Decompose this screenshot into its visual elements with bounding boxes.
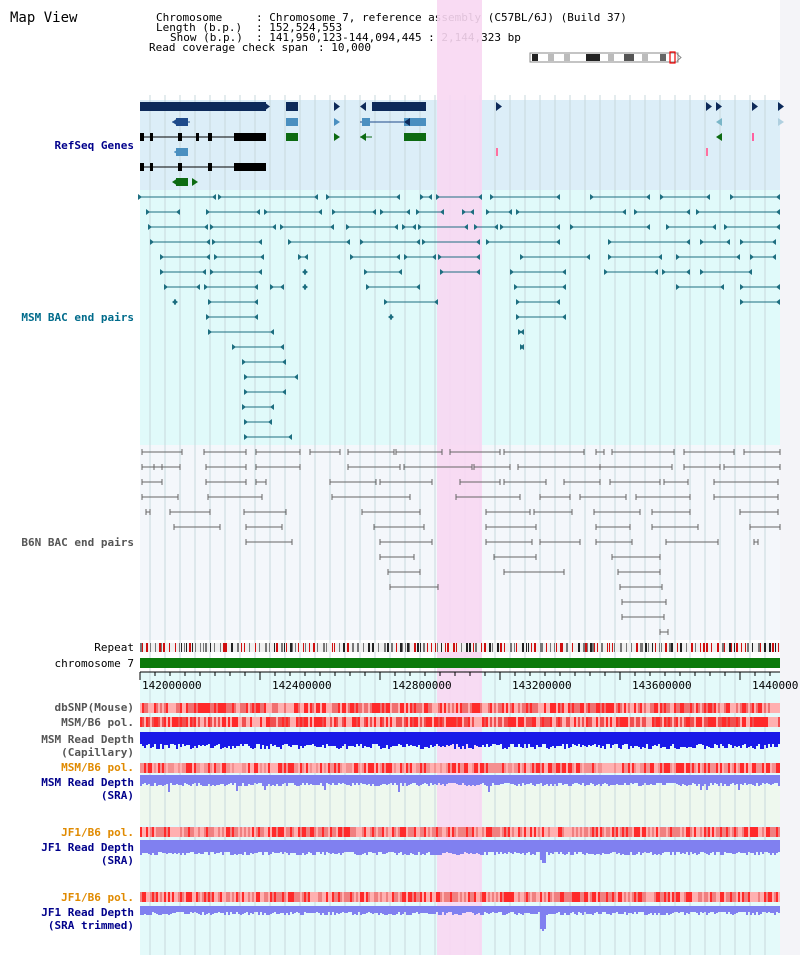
axis-tick-label: 1440000	[752, 679, 799, 692]
msm-b6-pol-label-1: MSM/B6 pol.	[61, 716, 134, 729]
b6n-bac-label: B6N BAC end pairs	[21, 536, 134, 549]
show-key: Show (b.p.)	[170, 31, 243, 44]
axis-tick-label: 142800000	[392, 679, 452, 692]
coverage-value: : 10,000	[318, 41, 371, 54]
refseq-genes[interactable]	[140, 102, 784, 186]
msm-depth-sra-label: MSM Read Depth (SRA)	[41, 776, 134, 802]
axis-tick-label: 143600000	[632, 679, 692, 692]
dbsnp-label: dbSNP(Mouse)	[54, 701, 134, 714]
position-axis	[139, 671, 780, 680]
axis-tick-label: 142000000	[142, 679, 202, 692]
chromosome-bar	[140, 658, 780, 668]
axis-tick-label: 142400000	[272, 679, 332, 692]
length-value: : 152,524,553	[256, 21, 343, 34]
msm-b6-pol-label-2: MSM/B6 pol.	[61, 761, 134, 774]
msm-depth-capillary-label: MSM Read Depth (Capillary)	[41, 733, 134, 759]
jf1-b6-pol-label-2: JF1/B6 pol.	[61, 891, 134, 904]
variation-tracks[interactable]	[140, 703, 780, 931]
chromosome-ideogram[interactable]	[528, 50, 688, 66]
highlight-region	[437, 0, 482, 955]
length-key: Length (b.p.)	[156, 21, 243, 34]
coverage-key: Read coverage check span	[149, 41, 308, 54]
chromosome-key: Chromosome	[156, 11, 223, 24]
msm-bac-end-pairs[interactable]	[138, 194, 780, 440]
refseq-label: RefSeq Genes	[54, 139, 134, 152]
jf1-b6-pol-label-1: JF1/B6 pol.	[61, 826, 134, 839]
axis-tick-label: 143200000	[512, 679, 572, 692]
repeat-track[interactable]	[140, 643, 780, 652]
b6n-bac-end-pairs[interactable]	[141, 449, 781, 635]
page-title: Map View	[10, 10, 78, 26]
jf1-depth-sra-label: JF1 Read Depth (SRA)	[41, 841, 134, 867]
msm-bac-label: MSM BAC end pairs	[21, 311, 134, 324]
repeat-label: Repeat	[94, 641, 134, 654]
vertical-gridlines	[149, 95, 766, 955]
jf1-depth-trimmed-label: JF1 Read Depth (SRA trimmed)	[41, 906, 134, 932]
chromosome-label: chromosome 7	[54, 657, 134, 670]
